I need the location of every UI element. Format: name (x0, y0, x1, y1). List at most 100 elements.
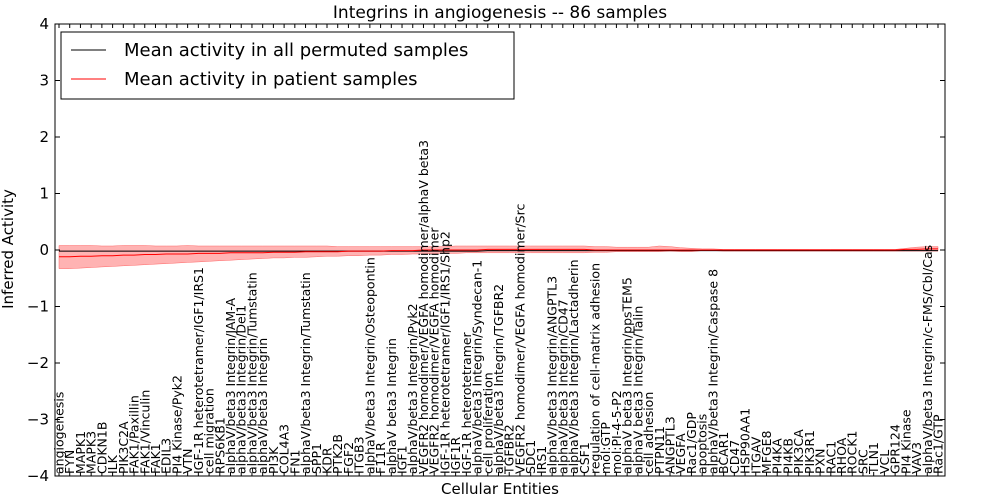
x-tick-label: ILK (105, 454, 120, 474)
x-tick-label: ITGAV (748, 436, 763, 474)
legend-label: Mean activity in patient samples (124, 69, 418, 90)
x-tick-label: EDIL3 (159, 438, 174, 474)
y-tick-label: 3 (39, 72, 49, 90)
x-tick-label: alphaV/beta3 Integrin/Caspase 8 (705, 269, 720, 474)
x-tick-label: VCL (877, 450, 892, 474)
x-tick-label: cell proliferation (480, 372, 495, 474)
x-tick-label: PI3K (266, 446, 281, 474)
x-tick-label: PI4KA (770, 438, 785, 474)
x-tick-label: HSP90AA1 (738, 408, 753, 474)
x-tick-label: alphaV/beta3 Integrin/JAM-A (223, 298, 238, 474)
x-tick-label: MFGE8 (759, 430, 774, 474)
x-tick-label: FAK1/Paxillin (127, 395, 142, 474)
x-tick-label: IGF-1R heterotetramer/IGF1/IRS1 (191, 267, 206, 474)
x-tick-label: MAPK3 (84, 431, 99, 474)
x-tick-label: mol:GTP (598, 422, 613, 474)
x-tick-label: FYN (62, 450, 77, 474)
y-tick-label: −4 (27, 467, 49, 485)
y-tick-label: 2 (39, 128, 49, 146)
x-tick-label: alphaV/beta3 Integrin/c-FMS/Cbl/Cas (920, 245, 935, 474)
x-tick-label: IGF1R (448, 436, 463, 474)
x-tick-label: cell migration (202, 388, 217, 474)
x-tick-label: regulation of cell-matrix adhesion (588, 263, 603, 474)
y-tick-label: 4 (39, 15, 49, 33)
x-tick-label: RHOA (834, 437, 849, 474)
legend: Mean activity in all permuted samples Mea… (60, 31, 515, 100)
legend-label: Mean activity in all permuted samples (124, 40, 468, 61)
x-tick-label: alphaV/beta3 Integrin/Lactadherin (566, 259, 581, 474)
legend-box (60, 31, 515, 100)
x-tick-label: RPS6KB1 (212, 417, 227, 474)
y-tick-label: −2 (27, 354, 49, 372)
x-tick-label: PTPN11 (652, 426, 667, 474)
series-line-patient (59, 248, 938, 258)
x-tick-label: BCAR1 (716, 432, 731, 474)
x-tick-label: Rac1/GDP (684, 412, 699, 474)
x-tick-label: alphaV/beta3 Integrin/Del1 (234, 305, 249, 474)
x-tick-label: VEGFR2 homodimer/VEGFA homodimer/alphaV … (416, 140, 431, 474)
y-tick-label: −1 (27, 298, 49, 316)
x-tick-label: alphaV/beta3 Integrin (255, 338, 270, 474)
x-tick-label: alphaV/beta3 Integrin/Pyk2 (405, 303, 420, 474)
x-tick-label: alphaV beta3 Integrin/Talin (630, 306, 645, 474)
x-tick-label: Rac1/GTP (931, 414, 946, 474)
x-tick-label: SPP1 (309, 443, 324, 474)
x-tick-label: VEGFR2 homodimer/VEGFA homodimer/Src (512, 204, 527, 474)
x-tick-label: PXN (813, 449, 828, 474)
x-tick-label: PI4KB (780, 438, 795, 474)
x-tick-label: alphaV/beta3 Integrin/ANGPTL3 (545, 276, 560, 474)
x-tick-label: CDKN1B (94, 422, 109, 474)
x-tick-label: IGF-1R heterotetramer (459, 331, 474, 474)
x-tick-label: alphaV/beta3 Integrin/Osteopontin (362, 257, 377, 474)
x-tick-label: CSF1 (577, 442, 592, 474)
x-tick-label: PIK3R1 (802, 430, 817, 474)
x-tick-label: PIK3CA (791, 429, 806, 474)
x-tick-label: TGFBR2 (502, 424, 517, 475)
y-tick-label: 1 (39, 185, 49, 203)
x-tick-label: FGF2 (341, 442, 356, 474)
x-tick-label: VAV3 (909, 442, 924, 474)
x-tick-label: KDR (320, 447, 335, 474)
x-tick-label: ITGB3 (352, 436, 367, 474)
y-tick-label: 0 (39, 241, 49, 259)
x-tick-label: mol:PI-4-5-P2 (609, 390, 624, 474)
chart-title: Integrins in angiogenesis -- 86 samples (333, 3, 667, 23)
x-tick-label: SRC (856, 449, 871, 474)
x-tick-label: alphaV/beta3 Integrin/Tumstatin (298, 272, 313, 474)
x-tick-label: PTK2B (330, 434, 345, 474)
x-tick-label: MAPK1 (73, 431, 88, 474)
x-tick-label: ANGPTL3 (663, 416, 678, 474)
x-tick-label: ROCK1 (845, 431, 860, 474)
x-tick-label: CD47 (727, 440, 742, 474)
x-tick-label: alphaV/beta3 Integrin/CD47 (555, 299, 570, 474)
x-tick-label: cell adhesion (641, 392, 656, 474)
x-tick-label: VTN (180, 448, 195, 474)
x-tick-label: alphaV/beta3 Integrin/Syndecan-1 (470, 260, 485, 474)
y-tick-label: −3 (27, 411, 49, 429)
x-tick-label: IGF1 (395, 445, 410, 474)
x-tick-label: FN1 (287, 450, 302, 475)
x-tick-label: angiogenesis (52, 392, 67, 474)
series-line-permuted (59, 250, 938, 252)
x-tick-label: COL4A3 (277, 424, 292, 474)
x-tick-label: PI4 Kinase/Pyk2 (169, 375, 184, 474)
x-tick-label: alphaV beta3 Integrin/ppsTEM5 (620, 277, 635, 474)
x-tick-label: FAK1 (148, 443, 163, 474)
x-tick-label: VEGFR2 homodimer/VEGFA homodimer (427, 227, 442, 474)
x-tick-label: alphaV/beta3 Integrin/Tumstatin (245, 272, 260, 474)
x-tick-label: alphaV/beta3 Integrin/TGFBR2 (491, 284, 506, 474)
x-tick-label: alphaV beta3 Integrin (384, 338, 399, 474)
x-tick-label: GPR124 (888, 424, 903, 474)
x-axis-label: Cellular Entities (441, 480, 559, 498)
x-tick-label: IRS1 (534, 446, 549, 474)
x-tick-label: PI4 Kinase (898, 409, 913, 474)
x-tick-label: RAC1 (823, 441, 838, 474)
x-tick-label: PIK3C2A (116, 421, 131, 474)
x-tick-label: VEGFA (673, 433, 688, 474)
x-tick-label: TLN1 (866, 442, 881, 475)
x-tick-label: apoptosis (695, 414, 710, 474)
x-tick-label: FAK1/Vinculin (137, 390, 152, 474)
x-tick-label: IGF-1R heterotetramer/IGF1/IRS1/Shp2 (437, 231, 452, 474)
y-axis-label: Inferred Activity (0, 189, 17, 309)
x-tick-label: SDC1 (523, 440, 538, 474)
